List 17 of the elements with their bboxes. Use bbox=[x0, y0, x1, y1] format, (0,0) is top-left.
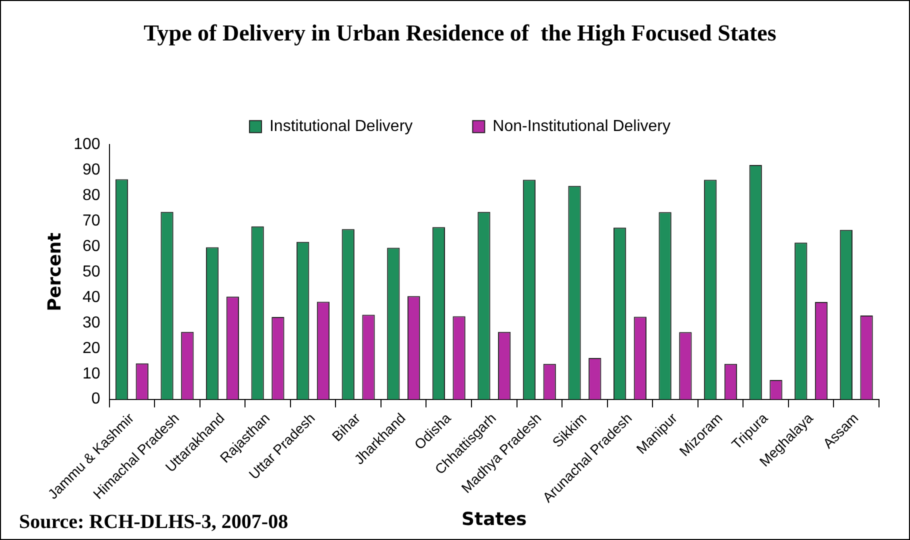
y-tick-label: 90 bbox=[82, 161, 100, 178]
x-axis-title: States bbox=[462, 508, 527, 530]
legend-label: Institutional Delivery bbox=[269, 118, 413, 136]
y-tick-label: 0 bbox=[91, 390, 100, 408]
y-tick-label: 70 bbox=[82, 212, 100, 230]
y-tick-label: 20 bbox=[82, 340, 100, 357]
y-tick-label: 50 bbox=[82, 263, 100, 280]
y-tick-label: 30 bbox=[82, 314, 100, 332]
legend-label: Non-Institutional Delivery bbox=[492, 118, 671, 136]
y-tick-label: 40 bbox=[82, 288, 100, 306]
y-tick-label: 10 bbox=[82, 365, 100, 382]
y-tick-label: 60 bbox=[82, 238, 100, 255]
y-tick-label: 100 bbox=[74, 136, 100, 154]
y-axis-title: Percent bbox=[44, 232, 66, 312]
source-note: Source: RCH-DLHS-3, 2007-08 bbox=[19, 511, 288, 534]
chart-title: Type of Delivery in Urban Residence of the High Focused States bbox=[144, 20, 776, 47]
y-tick-label: 80 bbox=[82, 186, 100, 204]
